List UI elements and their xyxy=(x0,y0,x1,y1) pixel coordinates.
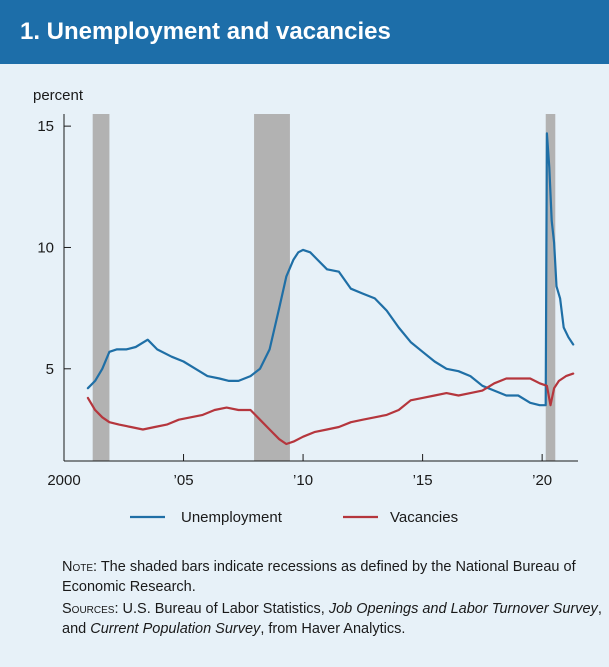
legend-label-unemployment: Unemployment xyxy=(181,509,283,526)
line-chart: 5 10 15 percent 2000 ’05 ’10 ’15 ’20 Unemployment… xyxy=(33,87,578,526)
y-tick-label: 5 xyxy=(46,361,54,378)
series-line-unemployment xyxy=(86,132,575,407)
x-tick-label: 2000 xyxy=(47,472,80,489)
chart-header: 1. Unemployment and vacancies xyxy=(0,0,609,64)
y-tick-label: 10 xyxy=(37,239,54,256)
sources-label: Sources xyxy=(62,601,115,617)
sources-text: Sources: U.S. Bureau of Labor Statistics… xyxy=(62,601,602,637)
y-axis-label: percent xyxy=(33,87,84,104)
chart-title: 1. Unemployment and vacancies xyxy=(20,18,391,45)
x-tick-label: ’10 xyxy=(293,472,313,489)
note-text: Note: The shaded bars indicate recession… xyxy=(62,557,607,597)
recession-bar xyxy=(92,114,110,461)
note-body: : The shaded bars indicate recessions as… xyxy=(62,559,576,595)
series-line-vacancies xyxy=(86,372,575,446)
x-tick-label: ’05 xyxy=(174,472,194,489)
legend-label-vacancies: Vacancies xyxy=(390,509,458,526)
y-tick-label: 15 xyxy=(37,118,54,135)
x-tick-label: ’20 xyxy=(532,472,552,489)
x-tick-label: ’15 xyxy=(413,472,433,489)
recession-bar xyxy=(545,114,556,461)
note-label: Note xyxy=(62,559,94,575)
